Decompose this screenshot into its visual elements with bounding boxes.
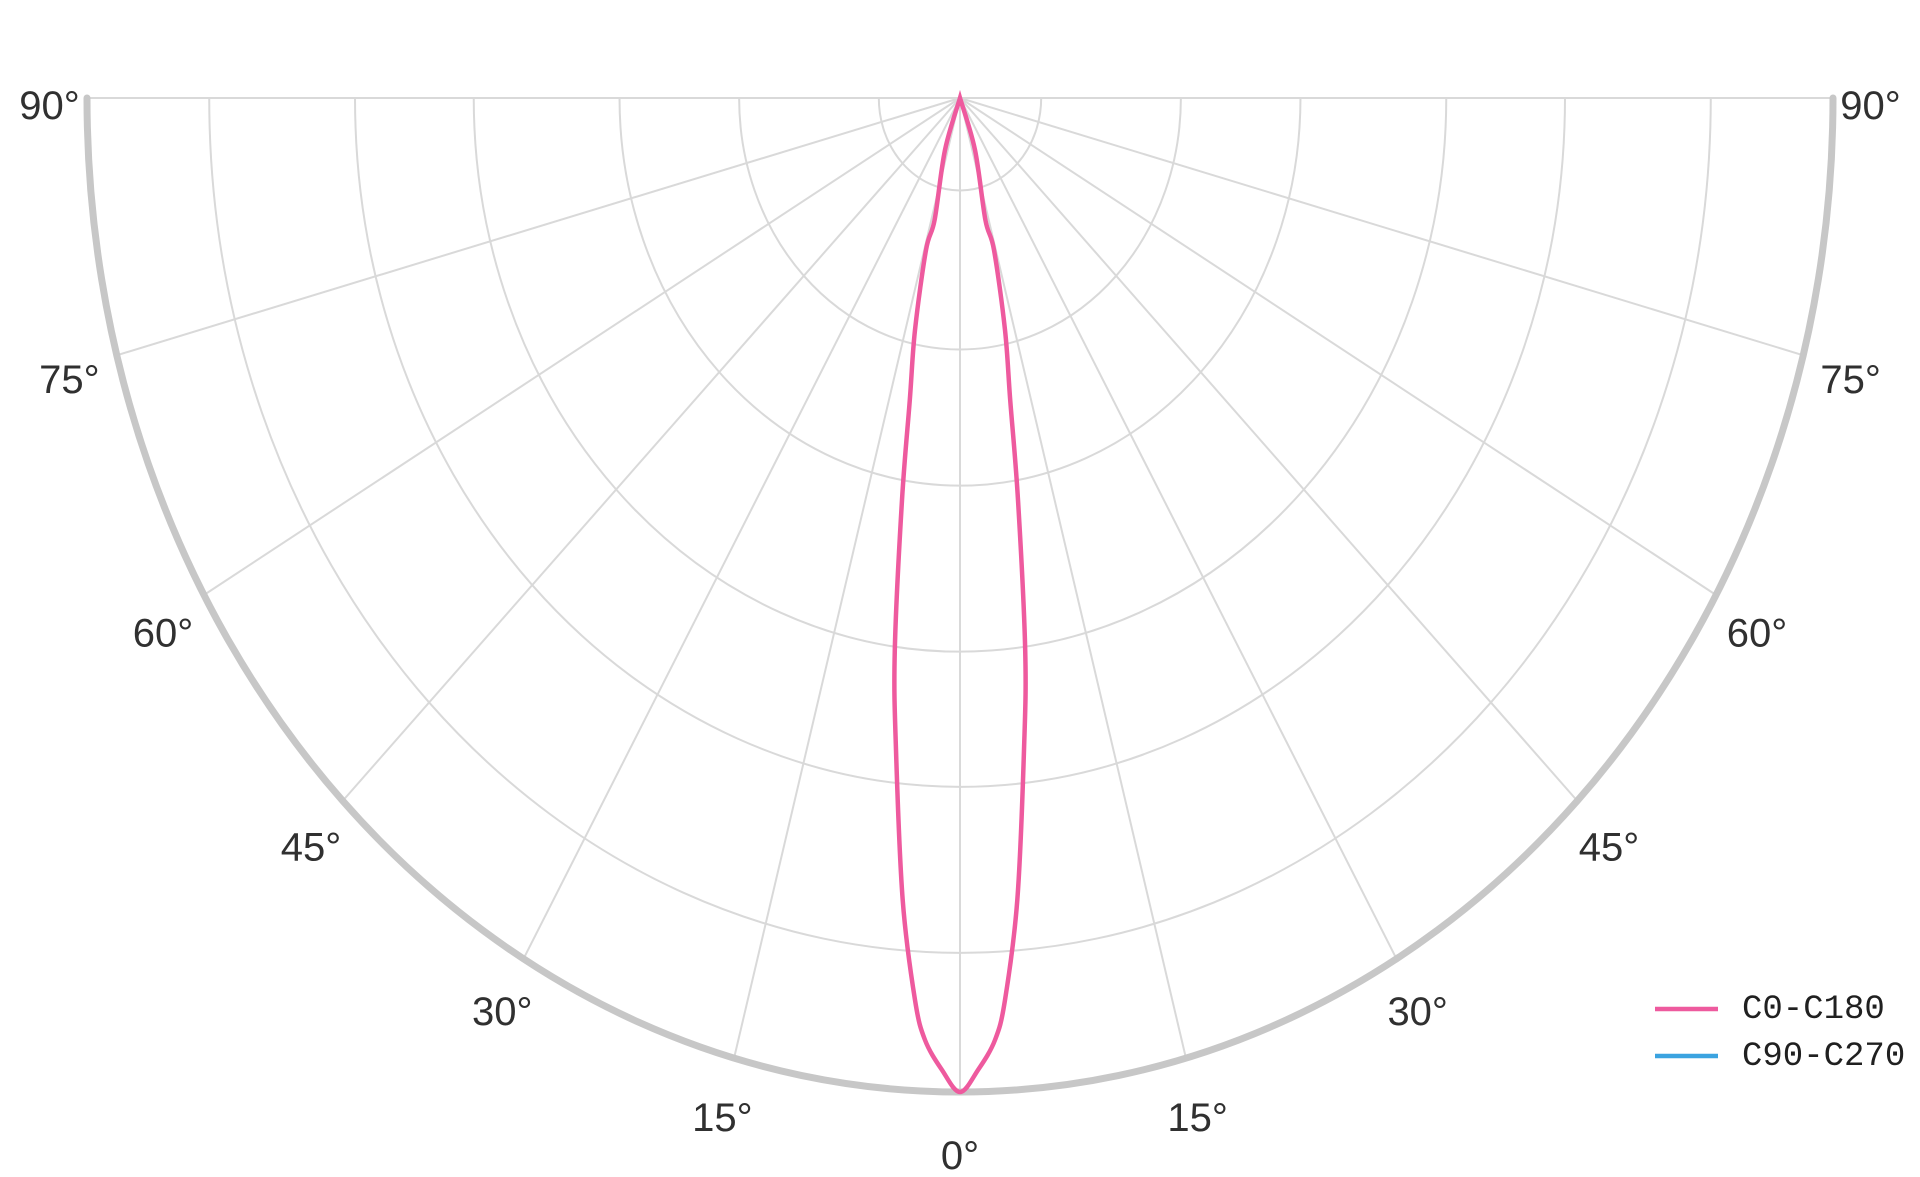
svg-text:60°: 60° (133, 612, 194, 656)
svg-text:45°: 45° (1579, 825, 1640, 869)
svg-text:C90-C270: C90-C270 (1742, 1038, 1905, 1076)
svg-text:15°: 15° (692, 1096, 753, 1140)
svg-text:90°: 90° (1840, 84, 1901, 128)
svg-text:45°: 45° (281, 825, 342, 869)
svg-text:0°: 0° (941, 1134, 979, 1177)
svg-text:75°: 75° (1820, 358, 1881, 402)
svg-text:C0-C180: C0-C180 (1742, 991, 1885, 1029)
svg-text:30°: 30° (472, 990, 533, 1034)
svg-text:75°: 75° (39, 358, 100, 402)
svg-text:15°: 15° (1167, 1096, 1228, 1140)
svg-text:60°: 60° (1727, 612, 1788, 656)
svg-text:30°: 30° (1387, 990, 1448, 1034)
svg-text:90°: 90° (19, 84, 80, 128)
